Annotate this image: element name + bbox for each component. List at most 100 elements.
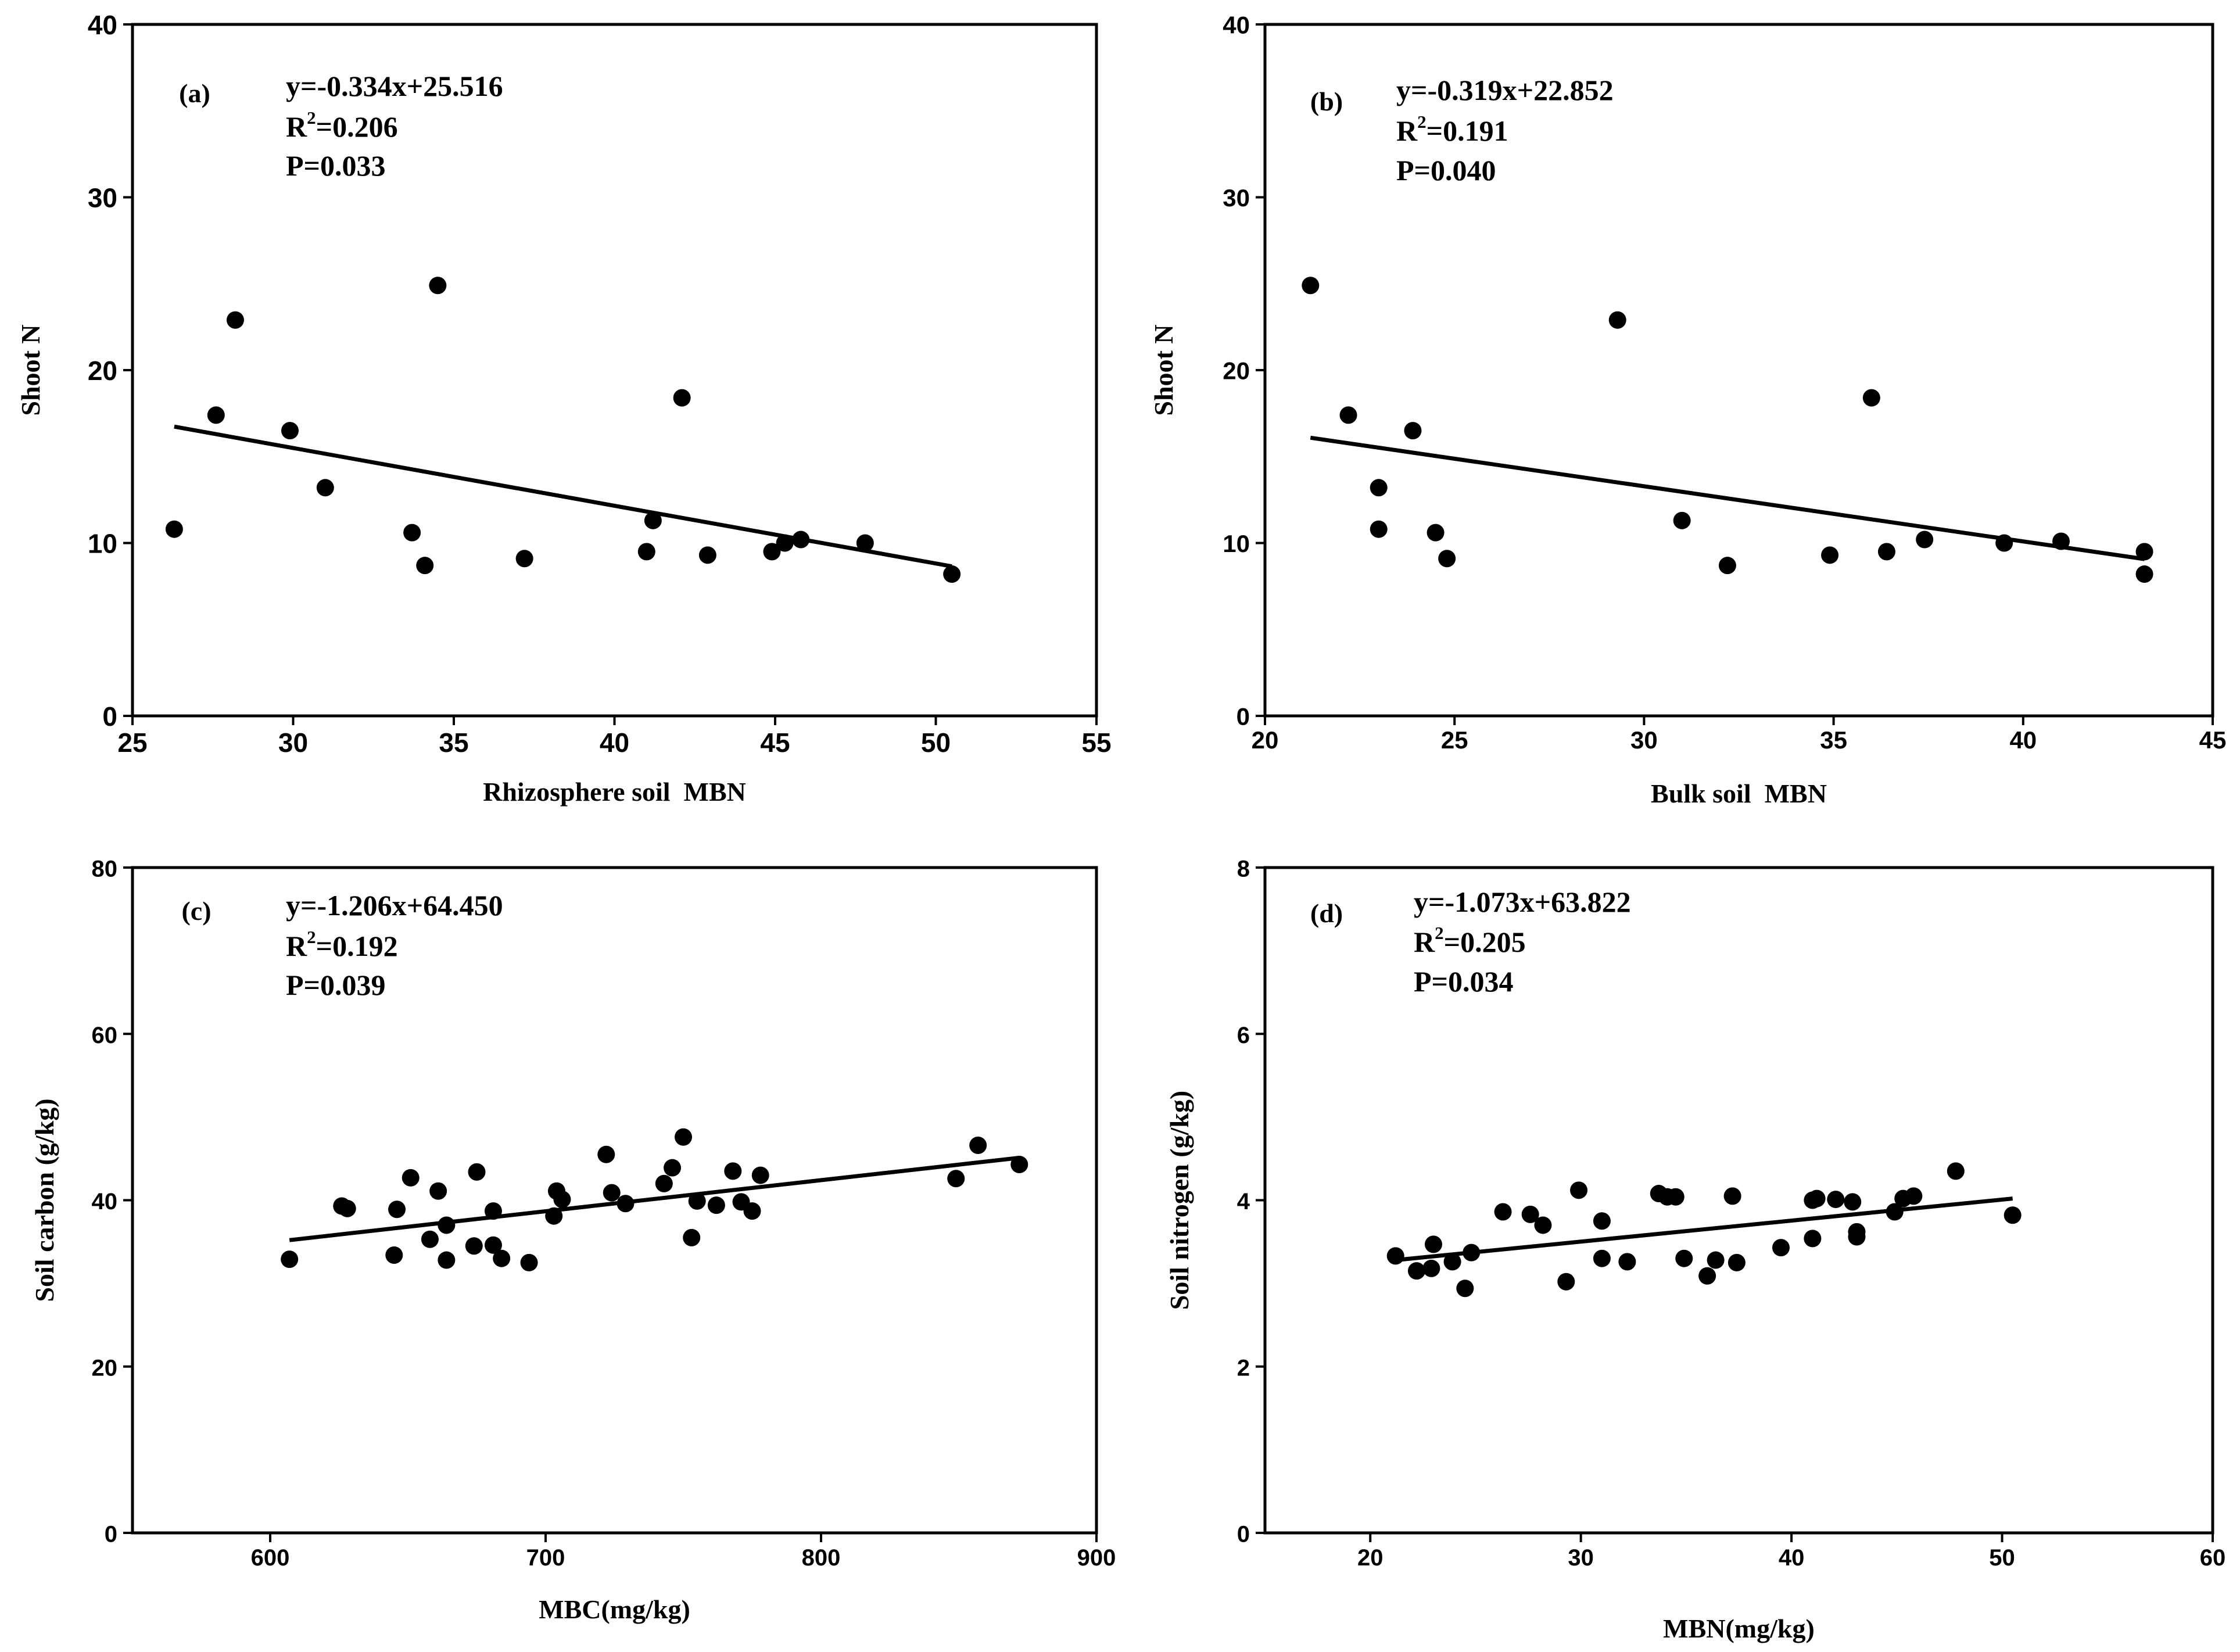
x-tick-label-b-2: 30 <box>1630 726 1658 754</box>
data-point-c-5 <box>402 1169 420 1187</box>
data-point-b-14 <box>1995 534 2013 552</box>
y-tick-label-d-0: 0 <box>1237 1522 1250 1547</box>
y-tick-label-b-4: 40 <box>1223 12 1250 39</box>
data-point-d-3 <box>1424 1235 1442 1253</box>
data-point-b-7 <box>1608 311 1626 329</box>
data-point-d-34 <box>1947 1162 1965 1180</box>
data-point-d-18 <box>1675 1249 1693 1267</box>
data-point-c-33 <box>969 1137 987 1155</box>
x-tick-label-a-5: 50 <box>921 728 951 758</box>
panel-label-c: (c) <box>181 896 211 926</box>
data-point-d-8 <box>1521 1205 1539 1223</box>
data-point-d-17 <box>1666 1188 1685 1206</box>
data-point-b-0 <box>1302 277 1320 295</box>
data-point-a-3 <box>281 422 299 440</box>
data-point-a-8 <box>515 550 533 568</box>
data-point-d-5 <box>1456 1280 1474 1298</box>
data-point-d-4 <box>1443 1253 1461 1271</box>
data-point-a-11 <box>673 389 691 407</box>
fit-line-c <box>289 1156 1020 1242</box>
data-point-c-30 <box>743 1202 761 1220</box>
data-point-b-15 <box>2052 532 2070 550</box>
y-tick-label-c-3: 60 <box>92 1023 118 1048</box>
x-axis-title-a: Rhizosphere soil MBN <box>483 777 746 807</box>
x-axis-title-d: MBN(mg/kg) <box>1663 1614 1815 1643</box>
panel-c: 600 700 800 900 0 20 40 60 80 (c) y=-1.206x+64.450… <box>30 857 1116 1624</box>
x-axis-title-c: MBC(mg/kg) <box>539 1594 690 1624</box>
data-point-d-11 <box>1570 1181 1588 1199</box>
r-squared-value-a: =0.206 <box>316 110 398 143</box>
data-point-d-1 <box>1407 1262 1425 1280</box>
data-point-c-22 <box>655 1174 673 1192</box>
data-point-c-7 <box>429 1182 447 1200</box>
p-value-c: P=0.039 <box>286 969 386 1001</box>
x-tick-label-c-2: 800 <box>802 1545 841 1571</box>
x-tick-label-b-0: 20 <box>1252 726 1279 754</box>
panel-label-d: (d) <box>1310 898 1343 928</box>
y-axis-title-b: Shoot N <box>1149 324 1178 415</box>
r-squared-exponent-d: 2 <box>1435 923 1444 943</box>
data-point-c-3 <box>385 1246 403 1264</box>
data-point-b-6 <box>1438 550 1456 568</box>
data-point-c-26 <box>688 1192 706 1210</box>
data-point-a-10 <box>644 511 662 529</box>
r-squared-value-c: =0.192 <box>316 930 398 962</box>
data-point-d-24 <box>1804 1230 1822 1248</box>
data-point-c-4 <box>388 1201 406 1219</box>
data-point-c-21 <box>617 1195 635 1213</box>
y-tick-label-d-3: 6 <box>1237 1023 1250 1048</box>
x-tick-label-b-1: 25 <box>1441 726 1468 754</box>
data-point-a-6 <box>416 557 434 575</box>
r-squared-prefix-a: R <box>286 110 307 143</box>
equation-a: y=-0.334x+25.516 <box>286 70 503 102</box>
data-point-d-35 <box>2004 1206 2022 1224</box>
x-tick-label-b-4: 40 <box>2009 726 2037 754</box>
y-tick-label-c-2: 40 <box>92 1189 118 1214</box>
equation-d: y=-1.073x+63.822 <box>1414 886 1631 918</box>
x-tick-label-a-0: 25 <box>117 728 147 758</box>
data-point-a-9 <box>637 543 655 561</box>
data-point-b-10 <box>1821 546 1839 564</box>
data-point-d-6 <box>1463 1244 1481 1262</box>
x-tick-label-d-4: 60 <box>2200 1545 2226 1571</box>
x-tick-label-c-0: 600 <box>251 1545 290 1571</box>
data-point-d-12 <box>1593 1212 1611 1230</box>
data-point-d-30 <box>1848 1228 1866 1246</box>
y-tick-label-d-1: 2 <box>1237 1355 1250 1381</box>
y-tick-label-c-0: 0 <box>105 1522 117 1547</box>
data-point-c-8 <box>438 1216 456 1234</box>
y-tick-label-b-3: 30 <box>1223 184 1250 212</box>
r-squared-a: R2=0.206 <box>286 107 398 143</box>
data-point-d-27 <box>1827 1191 1845 1209</box>
data-point-d-13 <box>1593 1249 1611 1267</box>
data-point-c-15 <box>520 1253 538 1271</box>
x-tick-label-a-3: 40 <box>600 728 629 758</box>
data-point-b-17 <box>2135 565 2153 583</box>
data-point-b-2 <box>1370 479 1388 497</box>
y-tick-label-b-1: 10 <box>1223 530 1250 557</box>
data-point-d-20 <box>1707 1251 1725 1269</box>
panel-b: 20 25 30 35 40 45 0 10 20 30 40 (b) y=-0.319x+22.852… <box>1149 12 2226 808</box>
y-tick-label-a-0: 0 <box>102 701 117 732</box>
data-point-c-2 <box>338 1199 356 1217</box>
data-point-d-9 <box>1534 1216 1552 1234</box>
fit-line-a <box>174 424 952 569</box>
data-point-a-13 <box>763 543 781 561</box>
r-squared-value-d: =0.205 <box>1444 926 1526 958</box>
data-point-d-10 <box>1557 1273 1575 1291</box>
data-point-b-5 <box>1427 524 1445 542</box>
data-point-d-0 <box>1386 1247 1404 1265</box>
data-point-d-14 <box>1618 1253 1636 1271</box>
x-tick-label-a-4: 45 <box>760 728 790 758</box>
y-tick-label-c-1: 20 <box>92 1355 118 1381</box>
y-tick-label-b-0: 0 <box>1237 703 1250 730</box>
r-squared-c: R2=0.192 <box>286 927 398 962</box>
data-point-b-3 <box>1370 520 1388 538</box>
data-point-b-4 <box>1404 422 1422 440</box>
y-axis-title-c: Soil carbon (g/kg) <box>30 1098 59 1302</box>
data-point-c-12 <box>484 1202 502 1220</box>
x-tick-label-d-1: 30 <box>1568 1545 1594 1571</box>
data-point-c-19 <box>597 1145 615 1163</box>
data-point-d-33 <box>1905 1187 1923 1205</box>
